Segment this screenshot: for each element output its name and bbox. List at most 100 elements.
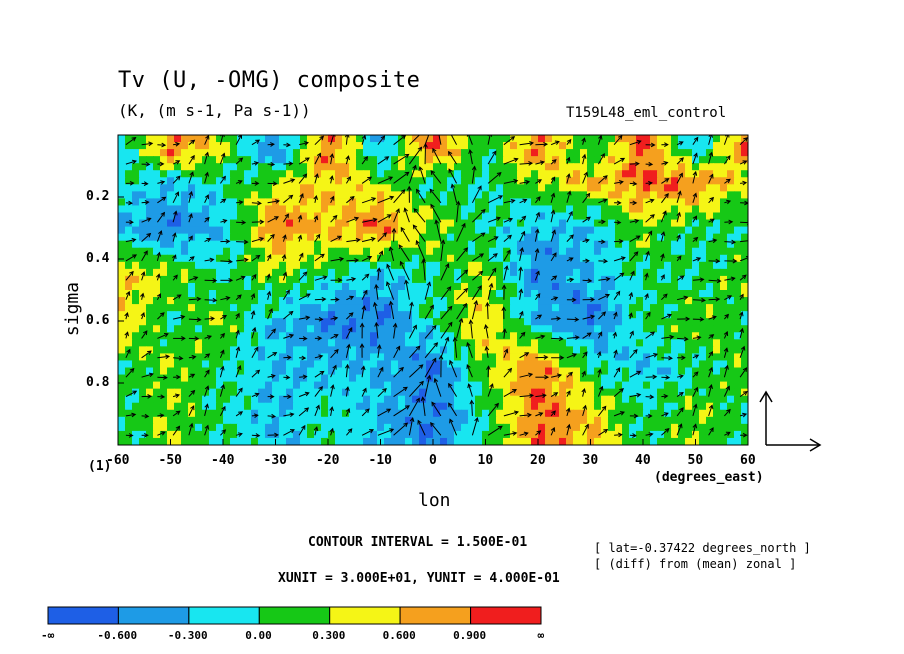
field-cell <box>566 374 574 383</box>
field-cell <box>146 402 154 411</box>
wind-vector <box>283 194 294 204</box>
field-cell <box>146 304 154 312</box>
field-cell <box>272 360 280 369</box>
field-cell <box>265 388 273 397</box>
field-cell <box>160 402 168 411</box>
wind-vector <box>535 334 546 340</box>
field-cell <box>412 191 420 200</box>
field-cell <box>174 409 182 418</box>
field-cell <box>720 149 728 157</box>
field-cell <box>510 191 518 200</box>
wind-vector <box>125 433 134 438</box>
field-cell <box>419 275 427 284</box>
field-cell <box>440 212 448 221</box>
field-cell <box>545 247 553 256</box>
field-cell <box>188 318 196 326</box>
field-cell <box>692 430 700 439</box>
wind-vector <box>345 343 351 358</box>
field-cell <box>363 226 371 235</box>
field-cell <box>356 191 364 200</box>
field-cell <box>132 261 140 270</box>
wind-vector <box>408 146 423 165</box>
wind-vector <box>299 374 308 380</box>
wind-vector <box>503 348 509 358</box>
field-cell <box>440 402 448 411</box>
wind-vector <box>676 295 689 301</box>
field-cell <box>727 275 735 284</box>
field-cell <box>160 437 168 445</box>
field-cell <box>335 367 343 376</box>
wind-vector <box>329 175 334 184</box>
wind-vector <box>550 373 563 378</box>
field-cell <box>720 311 728 319</box>
field-cell <box>461 318 469 326</box>
field-cell <box>552 149 560 157</box>
field-cell <box>636 374 644 383</box>
field-cell <box>685 367 693 376</box>
field-cell <box>671 156 679 164</box>
field-cell <box>146 332 154 340</box>
wind-vector <box>645 311 651 320</box>
field-cell <box>342 254 350 263</box>
wind-vector <box>724 408 731 417</box>
field-cell <box>174 177 182 185</box>
field-cell <box>657 360 665 369</box>
field-cell <box>167 282 175 291</box>
field-cell <box>335 374 343 383</box>
wind-vector <box>440 321 453 339</box>
wind-vector <box>739 412 748 418</box>
field-cell <box>342 367 350 376</box>
field-cell <box>713 409 721 418</box>
wind-vector <box>283 333 295 339</box>
wind-vector <box>267 181 278 186</box>
field-cell <box>398 254 406 263</box>
field-cell <box>160 268 168 277</box>
field-cell <box>496 226 504 235</box>
field-cell <box>384 282 392 291</box>
field-cell <box>125 402 133 411</box>
wind-vector <box>487 282 494 300</box>
field-cell <box>496 388 504 397</box>
wind-vector <box>551 316 562 321</box>
field-cell <box>398 198 406 207</box>
field-cell <box>657 297 665 305</box>
wind-vector <box>613 157 626 165</box>
field-cell <box>153 339 161 347</box>
field-cell <box>377 170 385 178</box>
field-cell <box>125 163 133 171</box>
field-cell <box>209 311 217 319</box>
field-cell <box>622 374 630 383</box>
field-cell <box>279 381 287 390</box>
field-cell <box>489 205 497 214</box>
field-cell <box>650 346 658 355</box>
field-cell <box>608 409 616 418</box>
field-cell <box>664 254 672 263</box>
field-cell <box>636 360 644 369</box>
field-cell <box>433 142 441 150</box>
field-cell <box>643 381 651 390</box>
field-cell <box>692 184 700 192</box>
field-cell <box>279 360 287 369</box>
field-cell <box>209 247 217 256</box>
field-cell <box>412 325 420 333</box>
field-cell <box>195 339 203 347</box>
field-cell <box>132 268 140 277</box>
field-cell <box>587 163 595 171</box>
wind-vector <box>188 276 199 281</box>
field-cell <box>524 149 532 157</box>
field-cell <box>643 135 651 143</box>
wind-vector <box>708 383 713 397</box>
field-cell <box>706 247 714 256</box>
wind-vector <box>409 380 424 397</box>
field-cell <box>608 437 616 445</box>
field-cell <box>468 381 476 390</box>
wind-vector <box>723 155 731 165</box>
field-cell <box>475 297 483 305</box>
field-cell <box>440 226 448 235</box>
field-cell <box>692 381 700 390</box>
field-cell <box>174 304 182 312</box>
field-cell <box>363 367 371 376</box>
field-cell <box>160 423 168 432</box>
wind-vector <box>297 214 303 223</box>
wind-vector <box>534 211 541 223</box>
